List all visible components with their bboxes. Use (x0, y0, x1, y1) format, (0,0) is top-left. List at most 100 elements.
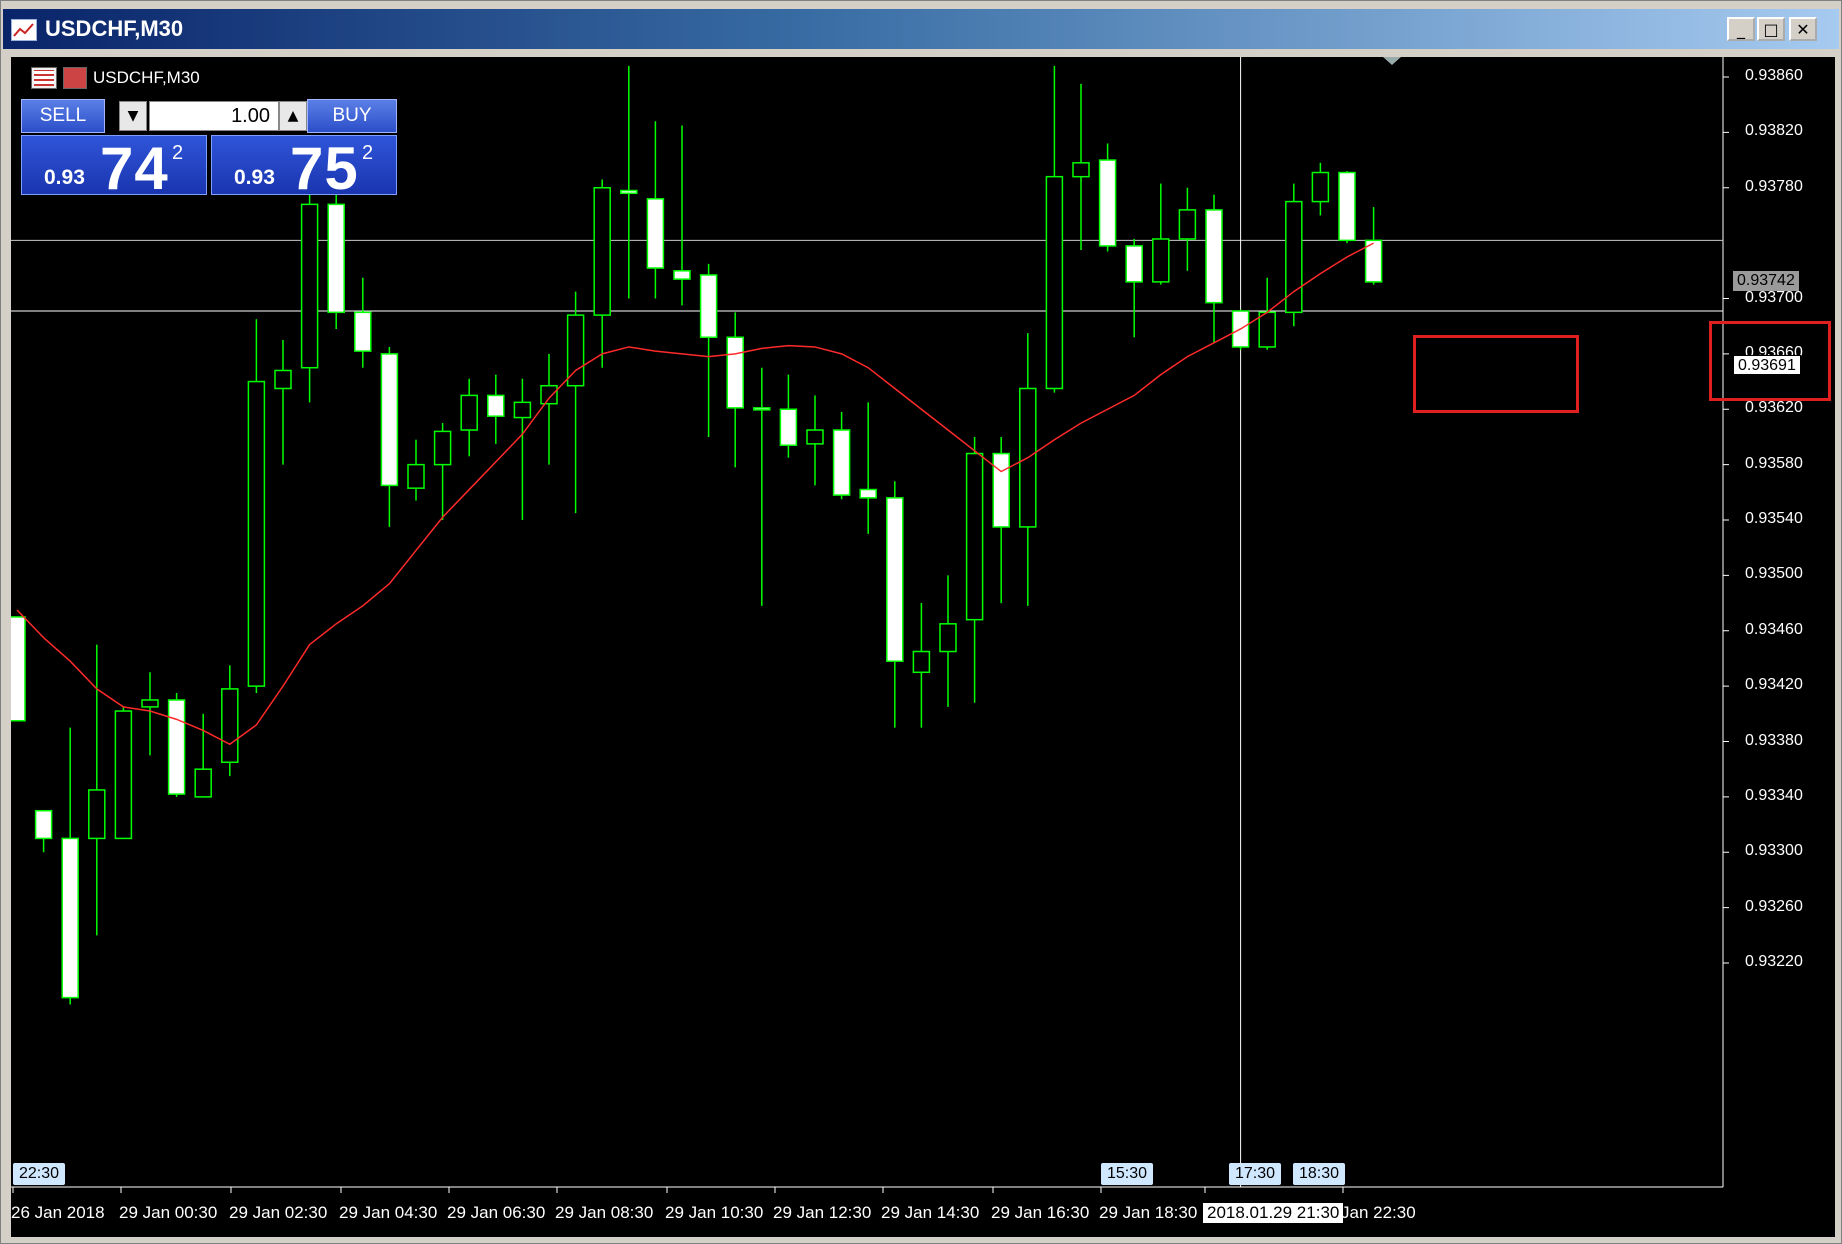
sell-button[interactable]: SELL (21, 99, 105, 133)
highlight-box-candles (1413, 335, 1579, 413)
bull-candle (433, 430, 452, 466)
time-axis-label: Jan 22:30 (1341, 1203, 1416, 1222)
bull-candle (965, 452, 984, 621)
bull-candle (114, 710, 133, 840)
lot-size-input[interactable]: 1.00 (149, 101, 279, 131)
lot-increase-button[interactable]: ▲ (279, 101, 307, 131)
bear-candle (646, 198, 665, 269)
time-axis-label: 29 Jan 04:30 (339, 1203, 438, 1222)
last-price-tag: 0.93742 (1733, 271, 1799, 291)
bear-candle (61, 837, 79, 999)
moving-average-line (16, 242, 1374, 746)
minimize-button[interactable]: _ (1727, 17, 1755, 41)
price-chart[interactable] (11, 57, 1835, 1237)
time-axis-label: 29 Jan 06:30 (447, 1203, 546, 1222)
sell-price-prefix: 0.93 (44, 166, 85, 189)
minimize-icon: _ (1737, 19, 1745, 39)
bear-candle (167, 699, 186, 795)
price-axis-label: 0.93380 (1745, 731, 1803, 749)
price-axis-label: 0.93460 (1745, 620, 1803, 638)
bull-candle (141, 699, 159, 708)
bear-candle (886, 497, 904, 662)
time-axis-label: 29 Jan 12:30 (773, 1203, 872, 1222)
bull-candle (460, 394, 478, 431)
price-axis-label: 0.93860 (1745, 67, 1803, 84)
chart-header: USDCHF,M30 (31, 67, 200, 89)
arrow-down-icon: ▼ (127, 108, 139, 124)
bull-candle (593, 187, 611, 316)
bear-candle (726, 336, 744, 409)
bull-candle (300, 203, 319, 369)
time-axis-label: 29 Jan 02:30 (229, 1203, 328, 1222)
bear-candle (487, 394, 505, 417)
bull-candle (1072, 162, 1090, 178)
time-marker[interactable]: 17:30 (1229, 1163, 1282, 1185)
sell-price-fraction: 2 (172, 142, 184, 164)
price-axis-label: 0.93820 (1745, 122, 1803, 140)
maximize-button[interactable]: □ (1757, 17, 1785, 41)
bear-candle (34, 809, 53, 840)
price-axis-label: 0.93780 (1745, 177, 1803, 195)
bull-candle (221, 688, 239, 764)
title-bar[interactable]: USDCHF,M30 _ □ ✕ (3, 9, 1839, 49)
highlight-box-price (1709, 321, 1831, 401)
bear-candle (859, 488, 877, 499)
price-axis-label: 0.93500 (1745, 565, 1803, 583)
bear-candle (1125, 245, 1143, 283)
bull-candle (1152, 238, 1170, 283)
one-click-trading-panel: SELL ▼ 1.00 ▲ BUY 0.93 74 2 0.93 75 2 (21, 99, 397, 202)
price-axis-label: 0.93340 (1745, 786, 1803, 804)
bull-candle (1258, 311, 1276, 348)
bull-candle (912, 650, 931, 674)
time-axis-label: 29 Jan 16:30 (991, 1203, 1090, 1222)
price-axis-label: 0.93580 (1745, 454, 1803, 472)
crosshair-price-tag: 0.93691 (1733, 355, 1801, 375)
buy-button[interactable]: BUY (307, 99, 397, 133)
lot-decrease-button[interactable]: ▼ (119, 101, 147, 131)
buy-price-prefix: 0.93 (234, 166, 275, 189)
bull-candle (540, 384, 558, 405)
bear-candle (992, 452, 1010, 528)
bull-candle (274, 369, 292, 390)
buy-price-fraction: 2 (362, 142, 374, 164)
bull-candle (88, 789, 106, 840)
bull-candle (247, 380, 266, 687)
price-axis-label: 0.93620 (1745, 399, 1803, 417)
bear-candle (620, 189, 638, 195)
sell-price[interactable]: 0.93 74 2 (21, 135, 207, 202)
bull-candle (194, 768, 212, 798)
sell-price-pips: 74 (100, 135, 169, 202)
shift-marker-icon (1383, 57, 1401, 65)
table-icon[interactable] (31, 67, 57, 89)
window-title: USDCHF,M30 (45, 16, 184, 41)
time-axis-label: 29 Jan 18:30 (1099, 1203, 1198, 1222)
bear-candle (779, 408, 798, 446)
time-axis-label: 29 Jan 14:30 (881, 1203, 980, 1222)
bear-candle (1205, 209, 1223, 304)
price-axis-label: 0.93300 (1745, 842, 1803, 860)
price-axis-label: 0.93540 (1745, 510, 1803, 527)
buy-price[interactable]: 0.93 75 2 (211, 135, 397, 202)
close-button[interactable]: ✕ (1789, 17, 1817, 41)
time-axis-label: 29 Jan 10:30 (665, 1203, 764, 1222)
time-marker[interactable]: 18:30 (1293, 1163, 1346, 1185)
bear-candle (832, 429, 851, 496)
time-marker[interactable]: 22:30 (13, 1163, 66, 1185)
close-icon: ✕ (1796, 19, 1810, 39)
time-marker[interactable]: 15:30 (1101, 1163, 1154, 1185)
bull-candle (939, 623, 957, 653)
bear-candle (1338, 171, 1356, 242)
bear-candle (327, 203, 345, 314)
price-axis-label: 0.93260 (1745, 897, 1803, 915)
arrow-up-icon: ▲ (287, 108, 299, 124)
bear-candle (673, 270, 691, 280)
bull-candle (566, 314, 585, 387)
maximize-icon: □ (1763, 19, 1779, 39)
chart-icon[interactable] (63, 67, 87, 89)
bear-candle (1364, 239, 1383, 283)
bull-candle (806, 429, 824, 445)
chart-area[interactable]: USDCHF,M30 SELL ▼ 1.00 ▲ BUY 0.93 74 2 0… (11, 57, 1835, 1237)
bull-candle (1178, 209, 1197, 240)
bull-candle (513, 401, 532, 419)
